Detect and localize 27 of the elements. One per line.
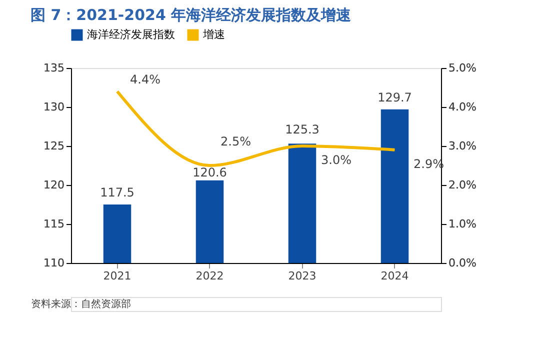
data-label: 4.4% (130, 72, 160, 86)
y-tick-label: 115 (44, 218, 64, 230)
y2-tick-label: 2.0% (448, 178, 476, 192)
y2-tick-label: 4.0% (448, 100, 476, 114)
x-tick-label: 2023 (288, 270, 316, 282)
data-label: 117.5 (100, 186, 134, 200)
data-label: 2.5% (220, 134, 251, 148)
y-tick-label: 135 (44, 62, 64, 74)
chart-title: 图 7：2021-2024 年海洋经济发展指数及增速 (30, 6, 352, 24)
y-tick-label: 125 (44, 140, 64, 152)
y-tick-label: 110 (44, 256, 64, 270)
y2-tick-label: 1.0% (448, 218, 476, 230)
y2-tick-label: 5.0% (448, 62, 476, 74)
x-tick-label: 2024 (380, 270, 409, 282)
x-tick-label: 2021 (103, 270, 132, 282)
y2-tick-label: 0.0% (448, 256, 476, 270)
y-tick-label: 120 (44, 178, 64, 192)
data-label: 125.3 (285, 122, 320, 137)
legend-label: 海洋经济发展指数 (87, 28, 175, 41)
y-tick-label: 130 (44, 100, 64, 114)
x-tick-label: 2022 (196, 270, 224, 282)
data-label: 3.0% (321, 153, 352, 167)
data-label: 129.7 (378, 90, 412, 104)
text: 资料来源：自然资源部 (31, 298, 131, 310)
data-label: 120.6 (192, 165, 227, 180)
y2-tick-label: 3.0% (448, 140, 476, 152)
legend-label: 增速 (202, 28, 225, 41)
